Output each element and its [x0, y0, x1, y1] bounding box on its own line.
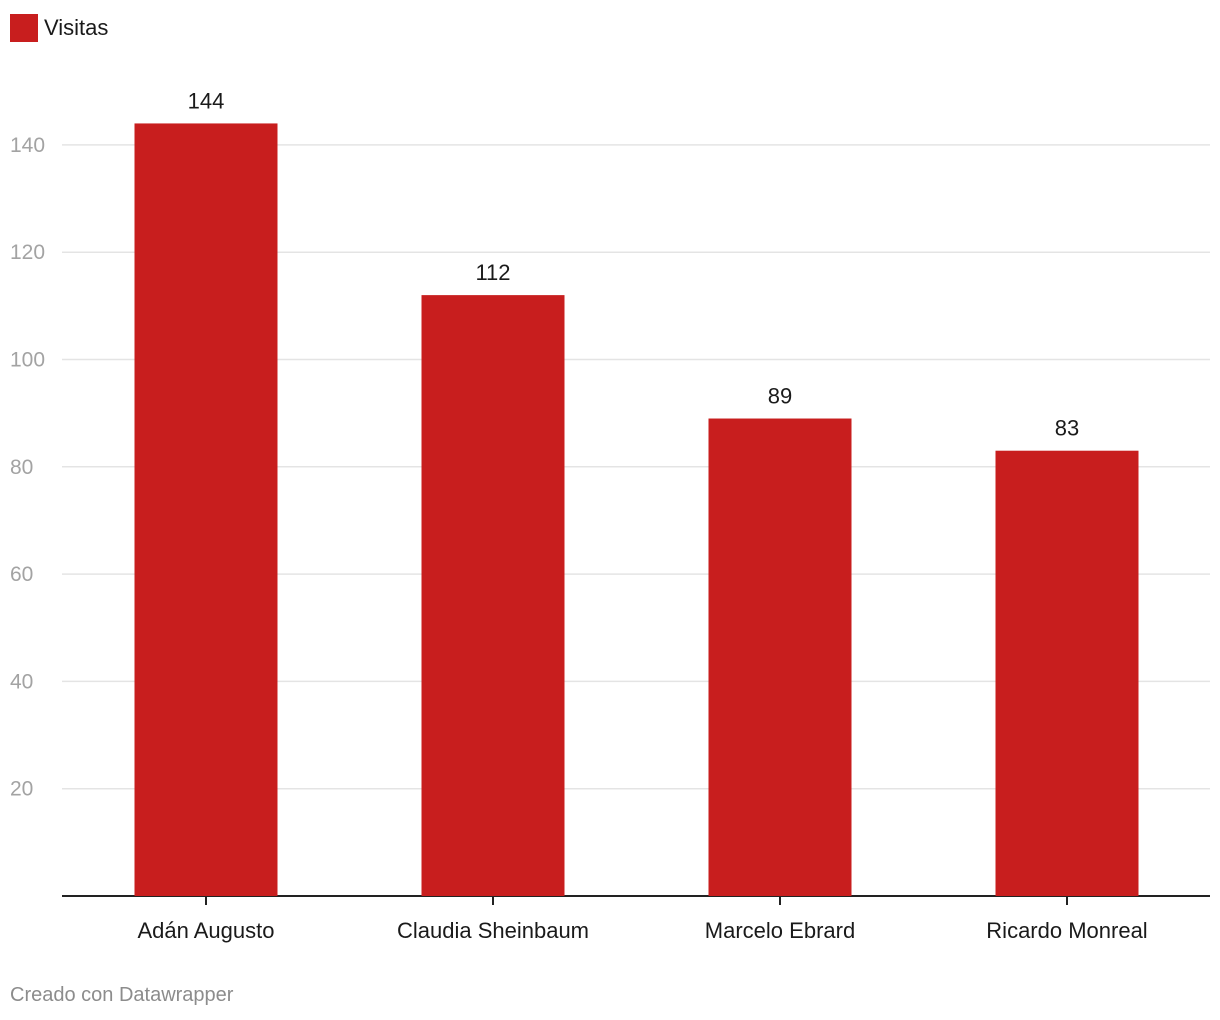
y-tick-label: 20: [10, 778, 33, 801]
y-tick-label: 80: [10, 456, 33, 479]
x-tick-label: Ricardo Monreal: [986, 918, 1147, 943]
data-label: 112: [475, 260, 510, 285]
y-tick-label: 60: [10, 563, 33, 586]
bar: [421, 295, 565, 896]
legend-label: Visitas: [44, 15, 109, 40]
x-tick-label: Adán Augusto: [137, 918, 274, 943]
data-label: 83: [1055, 416, 1079, 441]
bar: [708, 418, 852, 896]
data-label: 144: [188, 88, 225, 113]
y-tick-label: 100: [10, 349, 45, 372]
y-tick-label: 140: [10, 134, 45, 157]
data-label: 89: [768, 384, 792, 409]
y-tick-label: 40: [10, 670, 33, 693]
bar: [995, 450, 1139, 896]
legend-swatch: [10, 14, 38, 42]
y-tick-label: 120: [10, 241, 45, 264]
legend: Visitas: [10, 14, 108, 42]
bar: [134, 123, 278, 896]
x-tick-label: Claudia Sheinbaum: [397, 918, 589, 943]
footer-credit: Creado con Datawrapper: [10, 984, 234, 1006]
x-tick-label: Marcelo Ebrard: [705, 918, 855, 943]
